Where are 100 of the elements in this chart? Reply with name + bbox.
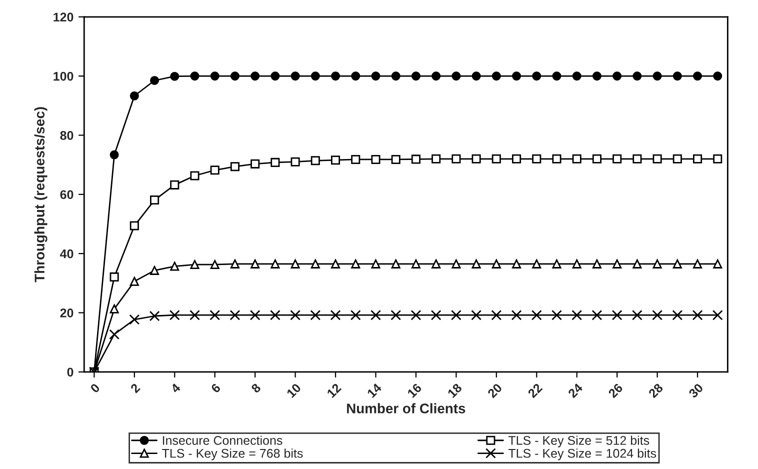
point [552, 310, 562, 320]
y-tick-label: 100 [54, 72, 74, 81]
point [692, 310, 703, 320]
point [452, 154, 461, 164]
point [552, 259, 562, 268]
point [632, 154, 642, 164]
legend-label: TLS - Key Size = 1024 bits [508, 448, 656, 460]
point [190, 260, 200, 270]
point [492, 72, 501, 81]
legend-label: Insecure Connections [162, 436, 282, 445]
point [532, 154, 542, 164]
point [432, 259, 441, 268]
point [713, 72, 722, 81]
point [371, 154, 380, 164]
point [472, 72, 481, 81]
y-tick-label: 80 [60, 131, 74, 140]
point [592, 154, 602, 164]
point [190, 310, 200, 320]
point [250, 310, 260, 320]
point [170, 72, 180, 81]
y-tick-label: 60 [60, 190, 74, 200]
point [572, 72, 582, 81]
point [592, 310, 602, 320]
x-tick-label: 16 [406, 382, 422, 398]
point [512, 154, 522, 164]
x-tick-label: 28 [648, 382, 664, 398]
legend-label: TLS - Key Size = 512 bits [508, 436, 650, 448]
point [531, 310, 542, 320]
point [210, 310, 220, 320]
x-tick-label: 6 [210, 382, 222, 394]
x-tick-label: 22 [527, 382, 543, 398]
x-tick-label: 10 [286, 382, 302, 398]
point [371, 259, 380, 268]
point [652, 259, 662, 268]
x-tick-label: 12 [326, 382, 342, 398]
point [532, 259, 542, 268]
point [270, 310, 280, 320]
point [693, 154, 702, 164]
point [130, 276, 139, 286]
point [452, 72, 461, 81]
point [290, 72, 300, 81]
point [331, 72, 340, 81]
point [250, 72, 260, 81]
point [370, 310, 381, 320]
point [351, 72, 360, 81]
y-tick-label: 120 [54, 12, 74, 22]
point [310, 310, 321, 320]
point [512, 259, 522, 268]
point [270, 259, 280, 268]
point [492, 259, 501, 268]
x-tick-label: 30 [688, 382, 704, 398]
point [472, 259, 481, 268]
point [411, 154, 420, 164]
point [129, 314, 140, 325]
point [592, 259, 602, 268]
point [672, 154, 682, 164]
x-tick-label: 26 [608, 382, 624, 398]
point [430, 310, 442, 320]
point [270, 158, 280, 167]
point [351, 154, 360, 164]
x-axis-title: Number of Clients [347, 403, 466, 414]
point [452, 259, 461, 268]
point [310, 156, 320, 166]
point [612, 72, 622, 81]
point [713, 259, 722, 268]
point [290, 310, 301, 320]
point [150, 266, 160, 275]
point [612, 154, 622, 164]
point [250, 159, 260, 168]
point [632, 72, 642, 81]
x-tick-label: 24 [568, 382, 584, 398]
x-tick-label: 20 [487, 382, 503, 398]
point [110, 150, 119, 160]
y-tick-label: 40 [60, 249, 74, 258]
point [713, 154, 722, 164]
point [170, 180, 180, 190]
y-axis-title: Throughput (requests/sec) [34, 107, 48, 282]
point [190, 171, 200, 180]
point [210, 260, 220, 270]
point [612, 259, 622, 268]
point [672, 72, 682, 81]
point [391, 154, 400, 164]
x-tick-label: 8 [250, 382, 262, 394]
y-tick-label: 0 [67, 368, 74, 377]
y-tick-label: 20 [60, 308, 74, 318]
point [150, 76, 160, 86]
point [169, 310, 180, 320]
point [572, 259, 582, 268]
point [391, 72, 400, 81]
point [532, 72, 542, 81]
point [190, 72, 200, 81]
point [351, 259, 360, 268]
point [612, 310, 622, 320]
point [371, 72, 380, 81]
point [450, 310, 462, 320]
point [432, 72, 441, 81]
point [250, 259, 260, 268]
x-tick-label: 0 [90, 382, 100, 394]
point [672, 259, 682, 268]
point [230, 162, 240, 172]
